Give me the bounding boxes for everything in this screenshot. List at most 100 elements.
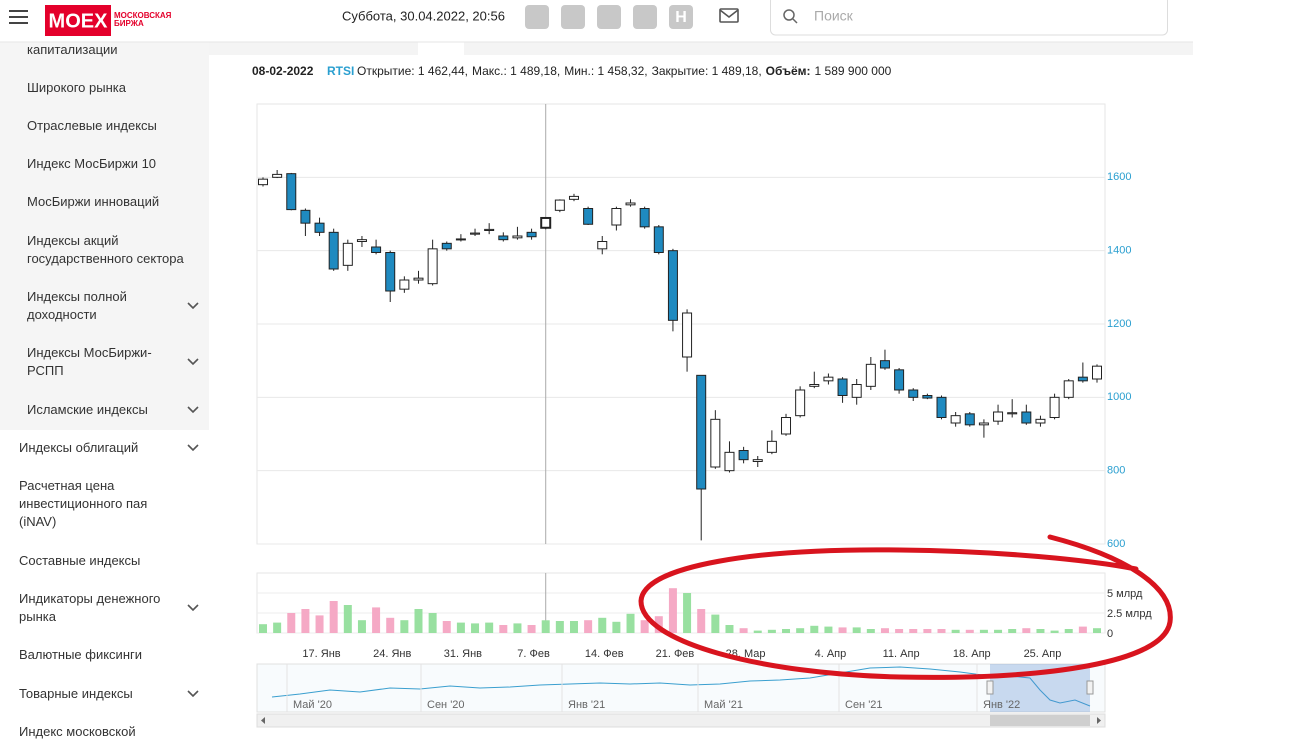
icon-letter[interactable]: Н <box>675 9 687 26</box>
social-icons[interactable] <box>525 5 693 29</box>
scrollbar-thumb[interactable] <box>990 715 1090 726</box>
volume-bar <box>485 622 494 633</box>
chevron[interactable] <box>187 690 199 698</box>
menu-item[interactable]: Отраслевые индексы <box>27 118 157 133</box>
volume-bar <box>471 623 480 633</box>
volume-bar <box>796 628 805 633</box>
menu-item[interactable]: Индекс МосБиржи 10 <box>27 156 157 171</box>
volume-bar <box>400 620 409 633</box>
info-fields: Открытие: 1 462,44, Макс.: 1 489,18, Мин.:… <box>357 64 892 78</box>
candle-body <box>964 413 975 426</box>
candle-body <box>328 231 339 270</box>
volume-bar <box>527 625 536 633</box>
volume-tick-label: 2.5 млрд <box>1107 608 1152 620</box>
candle-body <box>597 241 608 250</box>
menu-item[interactable]: Индексы МосБиржи- РСПП <box>27 345 152 378</box>
menu-item[interactable]: Товарные индексы <box>19 686 133 701</box>
volume-bar <box>287 613 296 633</box>
menu-item[interactable]: Индексы акций государственного сектора <box>27 233 184 266</box>
scroll-left[interactable] <box>261 717 265 724</box>
navigator-handle[interactable] <box>986 680 994 695</box>
volume-bar <box>499 625 508 633</box>
menu-item[interactable]: Составные индексы <box>19 553 141 568</box>
scroll-right[interactable] <box>1097 717 1101 724</box>
menu-item[interactable]: Расчетная цена инвестиционного пая (iNAV… <box>19 478 148 529</box>
volume-bar <box>442 621 451 633</box>
volume-bar <box>895 629 904 633</box>
candle-body <box>441 242 452 250</box>
volume-bar <box>909 629 918 633</box>
navigator-labels: Май '20 Сен '20 Янв '21 Май '21 Сен '21 Янв '… <box>286 664 1020 712</box>
info-field: Макс.: 1 489,18, <box>472 64 560 78</box>
menu-icon[interactable] <box>9 10 28 24</box>
menu-item[interactable]: МосБиржи инноваций <box>27 194 160 209</box>
candle-body <box>978 422 989 426</box>
navigator[interactable] <box>256 663 1106 713</box>
candle-body <box>1092 365 1102 380</box>
logo-box[interactable] <box>45 5 111 36</box>
menu-item[interactable]: Широкого рынка <box>27 80 126 95</box>
y-tick-label: 1400 <box>1107 245 1131 257</box>
y-tick-label: 1000 <box>1107 391 1131 403</box>
x-tick-label: 4. Апр <box>815 648 847 660</box>
volume-bar <box>697 609 706 633</box>
volume-tick-label: 0 <box>1107 628 1113 640</box>
volume-bar <box>1022 628 1031 633</box>
volume-bar <box>598 617 607 633</box>
menu-item[interactable]: Исламские индексы <box>27 402 148 417</box>
volume-bar <box>584 620 593 633</box>
candle-body <box>653 226 664 253</box>
candle-body <box>286 173 297 211</box>
candle-body <box>795 389 806 417</box>
menu-item[interactable]: Валютные фиксинги <box>19 647 143 662</box>
candle-body <box>272 173 283 178</box>
menu-item[interactable]: Индексы полной доходности <box>27 289 127 322</box>
candle-body <box>908 389 919 398</box>
volume-bar <box>1093 628 1101 633</box>
menu-item[interactable]: капитализации <box>27 42 118 57</box>
candle-body <box>837 378 848 396</box>
volume-bar <box>923 629 932 633</box>
chevron[interactable] <box>187 444 199 452</box>
mail-icon[interactable] <box>719 8 739 23</box>
volume-bar <box>979 629 988 633</box>
candle-body <box>851 384 862 398</box>
volume-bar <box>1078 626 1087 633</box>
menu-item[interactable]: Индикаторы денежного рынка <box>19 591 161 624</box>
candle-body <box>427 248 438 285</box>
tab[interactable] <box>418 42 464 55</box>
scrollbar[interactable] <box>256 713 1106 728</box>
volume-bar <box>513 623 522 633</box>
chevron[interactable] <box>187 406 199 414</box>
volume-bar <box>852 627 861 633</box>
volume-bar <box>810 625 819 633</box>
x-tick-label: 31. Янв <box>444 648 482 660</box>
candle-body <box>1049 396 1060 419</box>
navigator-handle[interactable] <box>1086 680 1094 695</box>
volume-tick-label: 5 млрд <box>1107 588 1143 600</box>
candle-body <box>823 376 834 382</box>
search-icon <box>783 9 798 24</box>
x-tick-label: 25. Апр <box>1024 648 1062 660</box>
volume-bar <box>711 614 720 633</box>
volume-bar <box>965 629 974 633</box>
logo[interactable]: MOEX <box>49 10 109 32</box>
chevron[interactable] <box>187 302 199 310</box>
menu-item[interactable]: Индексы облигаций <box>19 440 139 455</box>
chevron[interactable] <box>187 604 199 612</box>
plot: 600 800 1000 1200 1400 1600 0 2.5 млрд 5 млрд 17.… <box>257 104 1152 660</box>
search-placeholder[interactable]: Поиск <box>814 8 854 24</box>
candle-body <box>625 202 636 206</box>
volume-bar <box>668 588 677 633</box>
volume-bar <box>994 629 1003 633</box>
menu-item[interactable]: Индекс московской <box>19 724 136 739</box>
chevron[interactable] <box>187 358 199 366</box>
info-text: Открытие: 1 462,44, Макс.: 1 489,18, Мин.:… <box>357 64 892 78</box>
search-box[interactable] <box>770 0 1168 36</box>
candle-body <box>371 246 382 253</box>
x-tick-label: 18. Апр <box>953 648 991 660</box>
volume-bar <box>343 605 352 633</box>
volume-bar <box>372 607 381 633</box>
